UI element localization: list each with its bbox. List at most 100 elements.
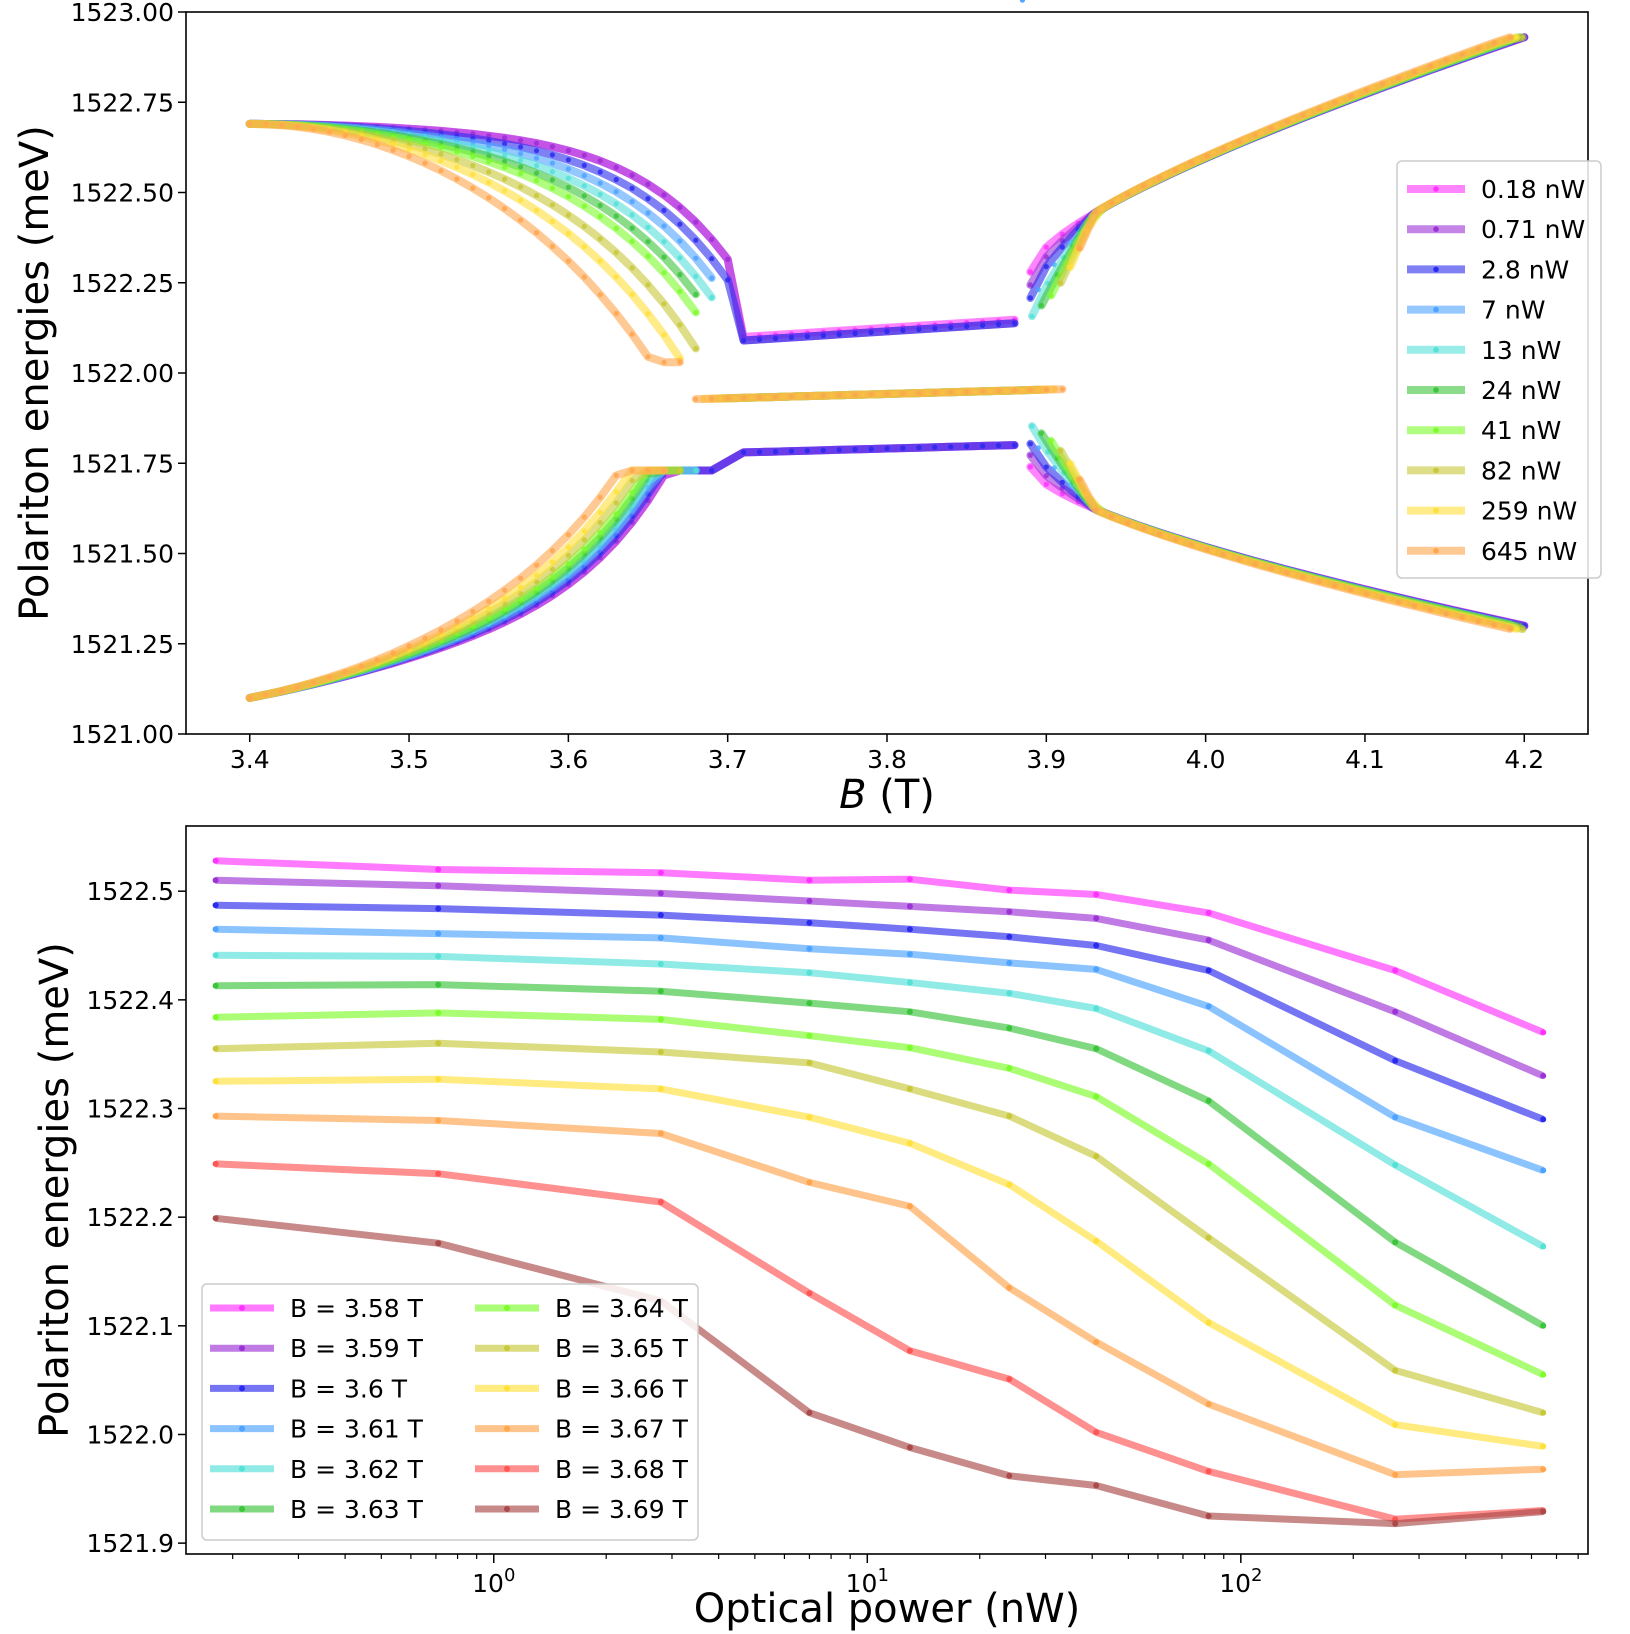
bottom-y-tick-label: 1522.3 <box>87 1095 174 1124</box>
top-y-tick-label: 1521.25 <box>71 630 174 659</box>
bottom-legend-label: B = 3.66 T <box>555 1374 689 1403</box>
data-point <box>1427 607 1433 613</box>
bottom-series-8-line <box>215 1039 1545 1417</box>
data-point <box>533 177 540 184</box>
data-point <box>597 180 603 186</box>
bottom-legend-marker <box>504 1425 510 1432</box>
data-point <box>613 164 619 170</box>
data-point <box>1006 1181 1013 1188</box>
data-point <box>518 171 524 177</box>
data-point <box>502 135 508 141</box>
data-point <box>581 514 587 520</box>
data-point <box>661 239 667 245</box>
data-point <box>1006 1065 1013 1072</box>
data-point <box>1027 387 1033 393</box>
data-point <box>549 548 556 554</box>
data-point <box>916 390 922 396</box>
top-x-axis-label: B (T) <box>839 772 935 818</box>
data-point <box>1475 618 1481 625</box>
bottom-series-1-line <box>215 857 1545 1036</box>
data-point <box>438 151 444 157</box>
data-point <box>677 467 683 474</box>
data-point <box>435 1170 442 1177</box>
data-point <box>597 292 603 298</box>
bottom-x-axis-label: Optical power (nW) <box>694 1586 1080 1632</box>
data-point <box>1205 1319 1212 1326</box>
top-series-10-upper-right <box>1075 33 1514 252</box>
data-point <box>212 902 219 909</box>
data-point <box>1043 387 1049 393</box>
data-point <box>677 322 683 328</box>
data-point <box>502 595 508 601</box>
data-point <box>906 876 913 883</box>
data-point <box>212 1113 219 1120</box>
data-point <box>581 203 587 209</box>
data-point <box>1392 967 1399 974</box>
data-point <box>1205 1003 1212 1010</box>
data-point <box>310 679 317 685</box>
data-point <box>518 197 524 203</box>
data-point <box>948 324 954 330</box>
bottom-series-3-line <box>215 901 1545 1123</box>
data-point <box>454 618 460 624</box>
data-point <box>549 574 556 580</box>
data-point <box>597 509 603 515</box>
data-point <box>1006 887 1013 894</box>
data-point <box>677 359 683 365</box>
data-point <box>1093 1482 1100 1489</box>
data-point <box>470 171 476 178</box>
data-point <box>1043 264 1049 270</box>
data-point <box>906 979 913 986</box>
data-point <box>1252 132 1258 138</box>
bottom-legend-label: B = 3.64 T <box>555 1294 689 1323</box>
data-point <box>1038 302 1045 309</box>
data-point <box>1205 909 1212 916</box>
data-point <box>597 519 603 526</box>
data-point <box>709 275 715 281</box>
bottom-series-11-line <box>215 1160 1544 1523</box>
top-series-10-upper-left <box>245 119 684 367</box>
data-point <box>435 1040 442 1047</box>
top-series-3-upper-left-points <box>247 121 1018 344</box>
data-point <box>486 169 492 175</box>
data-point <box>1443 611 1449 617</box>
data-point <box>980 388 986 394</box>
data-point <box>518 584 524 590</box>
bottom-legend-marker <box>239 1425 245 1432</box>
data-point <box>438 158 444 164</box>
data-point <box>279 688 285 694</box>
data-point <box>836 331 842 337</box>
data-point <box>906 1347 913 1354</box>
data-point <box>470 185 476 191</box>
data-point <box>549 152 556 158</box>
data-point <box>549 177 556 183</box>
bottom-y-tick-label: 1522.5 <box>87 877 174 906</box>
data-point <box>1093 966 1100 973</box>
data-point <box>906 1044 913 1051</box>
data-point <box>725 395 731 401</box>
data-point <box>693 273 699 279</box>
data-point <box>1048 292 1054 298</box>
data-point <box>900 390 906 397</box>
data-point <box>581 537 587 543</box>
top-legend: 0.18 nW 0.71 nW 2.8 nW 7 nW 13 nW 24 nW 41 nW 8… <box>1396 160 1602 579</box>
data-point <box>677 255 683 261</box>
data-point <box>906 951 913 958</box>
data-point <box>565 194 572 200</box>
data-point <box>1392 1162 1399 1168</box>
data-point <box>1252 561 1258 567</box>
data-point <box>661 207 667 213</box>
data-point <box>613 213 619 219</box>
bottom-x-tick-label: 102 <box>1219 1565 1262 1598</box>
top-y-tick-label: 1522.00 <box>71 359 174 388</box>
data-point <box>565 544 572 550</box>
data-point <box>709 236 715 242</box>
data-point <box>661 301 667 307</box>
bottom-series-6-line <box>215 981 1545 1329</box>
data-point <box>518 157 524 163</box>
bottom-legend: B = 3.58 T B = 3.59 T B = 3.6 T B = 3.61 T B… <box>201 1283 699 1541</box>
data-point <box>1038 430 1045 436</box>
data-point <box>597 258 603 264</box>
data-point <box>1204 153 1210 159</box>
data-point <box>581 274 587 280</box>
